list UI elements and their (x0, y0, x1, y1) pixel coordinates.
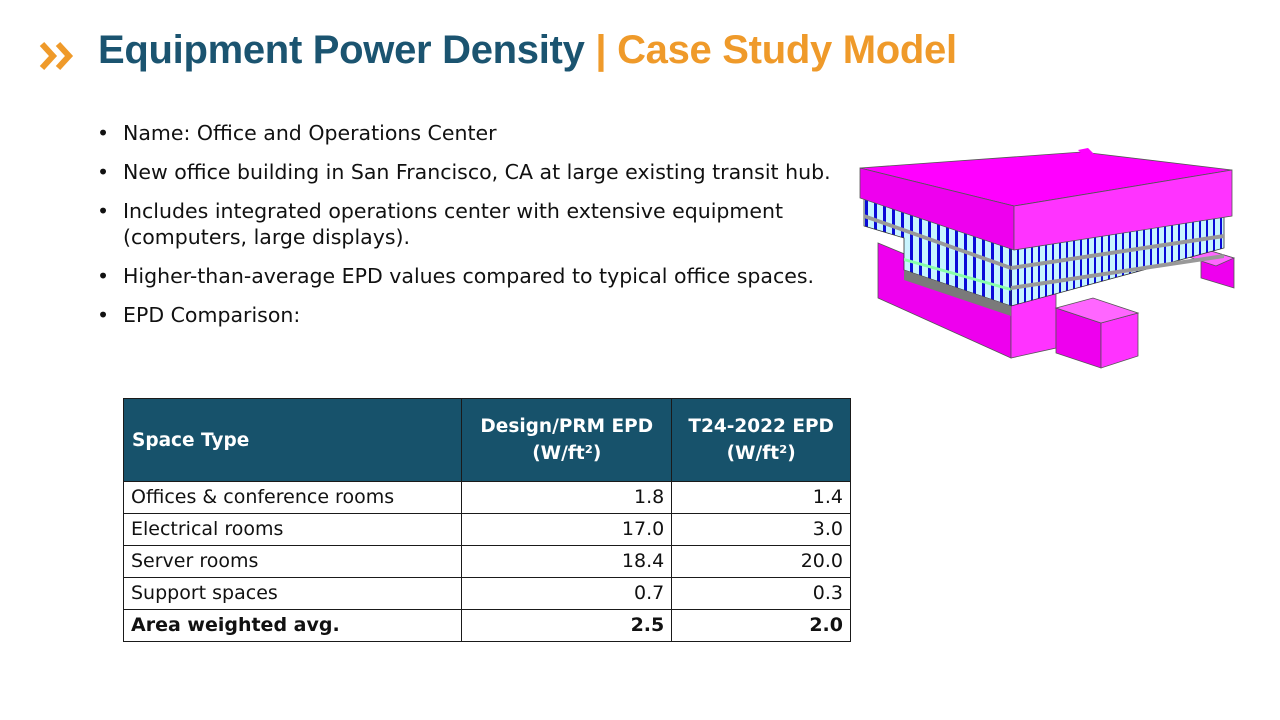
header-label: Design/PRM EPD (480, 416, 654, 437)
table-row: Support spaces 0.7 0.3 (122, 577, 851, 610)
header-space-type: Space Type (122, 398, 463, 482)
bullet-item: Name: Office and Operations Center (96, 120, 841, 146)
table-row-total: Area weighted avg. 2.5 2.0 (122, 609, 851, 642)
cell-t24-epd: 0.3 (671, 577, 851, 610)
title-sub: | Case Study Model (595, 28, 957, 72)
bullet-item: Includes integrated operations center wi… (96, 198, 841, 250)
cell-design-epd: 2.5 (461, 609, 673, 642)
header-label: Space Type (132, 429, 250, 451)
header-design-epd: Design/PRM EPD (W/ft²) (461, 398, 673, 482)
cell-space-type: Offices & conference rooms (122, 481, 463, 514)
building-model-image (859, 148, 1236, 369)
table-header-row: Space Type Design/PRM EPD (W/ft²) T24-20… (122, 398, 851, 482)
bullet-list: Name: Office and Operations Center New o… (96, 120, 841, 341)
cell-design-epd: 17.0 (461, 513, 673, 546)
cell-t24-epd: 20.0 (671, 545, 851, 578)
header-label: T24-2022 EPD (688, 416, 834, 437)
header-t24-epd: T24-2022 EPD (W/ft²) (671, 398, 851, 482)
title-main: Equipment Power Density (98, 28, 585, 72)
cell-space-type: Area weighted avg. (122, 609, 463, 642)
cell-space-type: Support spaces (122, 577, 463, 610)
double-chevron-icon (39, 41, 74, 71)
bullet-item: New office building in San Francisco, CA… (96, 159, 841, 185)
cell-design-epd: 18.4 (461, 545, 673, 578)
cell-design-epd: 1.8 (461, 481, 673, 514)
table-row: Electrical rooms 17.0 3.0 (122, 513, 851, 546)
header-unit: (W/ft²) (532, 443, 602, 464)
cell-design-epd: 0.7 (461, 577, 673, 610)
epd-comparison-table: Space Type Design/PRM EPD (W/ft²) T24-20… (122, 398, 851, 642)
cell-t24-epd: 1.4 (671, 481, 851, 514)
table-row: Offices & conference rooms 1.8 1.4 (122, 481, 851, 514)
page-title: Equipment Power Density | Case Study Mod… (98, 28, 957, 73)
bullet-item: Higher-than-average EPD values compared … (96, 263, 841, 289)
header-unit: (W/ft²) (726, 443, 796, 464)
table-row: Server rooms 18.4 20.0 (122, 545, 851, 578)
cell-space-type: Server rooms (122, 545, 463, 578)
cell-t24-epd: 2.0 (671, 609, 851, 642)
cell-t24-epd: 3.0 (671, 513, 851, 546)
bullet-item: EPD Comparison: (96, 302, 841, 328)
cell-space-type: Electrical rooms (122, 513, 463, 546)
